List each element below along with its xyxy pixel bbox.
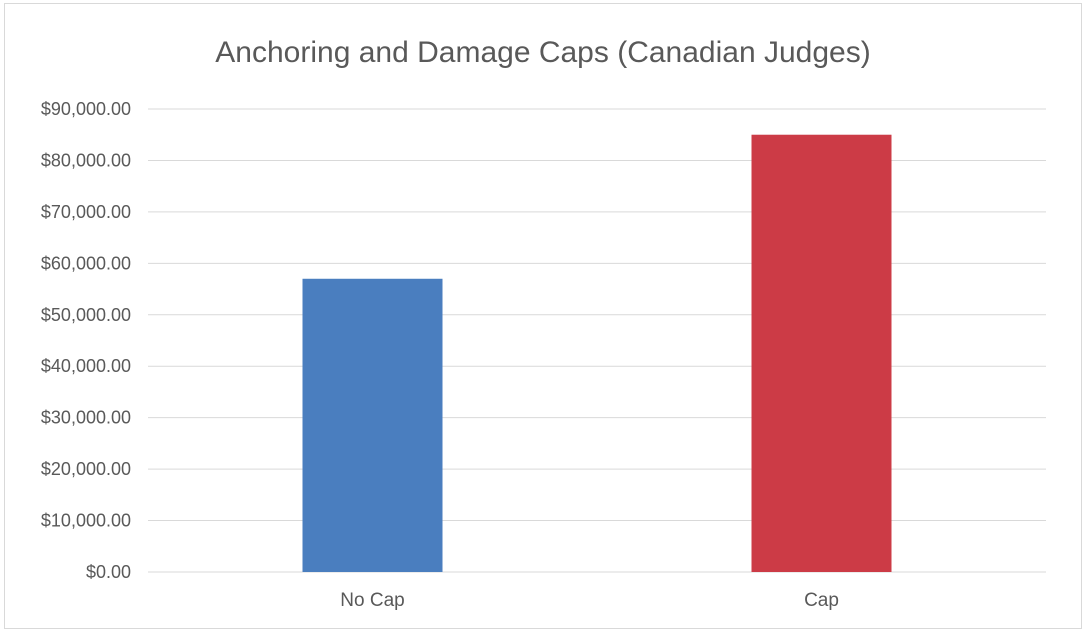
y-tick-label: $20,000.00: [41, 459, 131, 479]
y-tick-label: $80,000.00: [41, 150, 131, 170]
y-tick-label: $10,000.00: [41, 511, 131, 531]
x-category-label: Cap: [804, 590, 839, 611]
y-tick-label: $50,000.00: [41, 305, 131, 325]
bars: [302, 134, 892, 572]
x-axis-labels: No Cap Cap: [340, 590, 839, 611]
x-category-label: No Cap: [340, 590, 404, 611]
y-tick-label: $70,000.00: [41, 202, 131, 222]
chart-frame: [4, 3, 1082, 629]
gridlines: [148, 108, 1046, 573]
bar-no-cap: [302, 278, 443, 572]
chart-title: Anchoring and Damage Caps (Canadian Judg…: [215, 36, 870, 69]
y-tick-label: $90,000.00: [41, 99, 131, 119]
y-tick-label: $0.00: [86, 562, 131, 582]
y-tick-label: $60,000.00: [41, 253, 131, 273]
y-axis-ticks: $0.00 $10,000.00 $20,000.00 $30,000.00 $40,0…: [41, 99, 131, 582]
y-tick-label: $40,000.00: [41, 356, 131, 376]
bar-cap: [751, 134, 892, 572]
y-tick-label: $30,000.00: [41, 408, 131, 428]
